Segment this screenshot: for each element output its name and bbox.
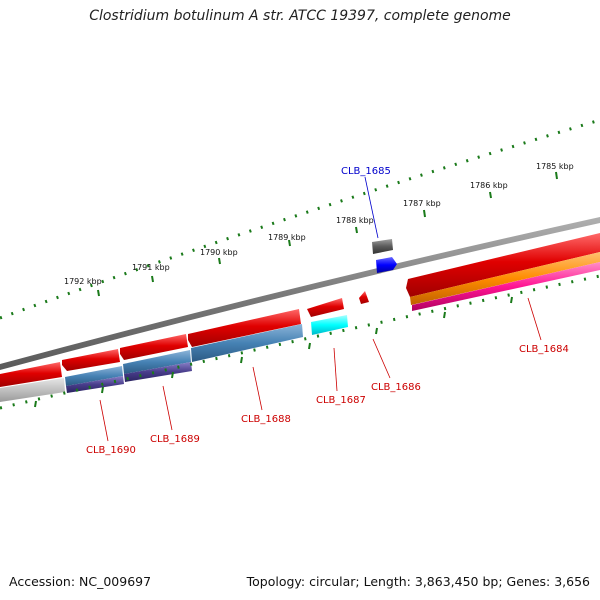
leader-lines xyxy=(99,176,542,442)
gene-clb-1685-gray[interactable] xyxy=(372,239,393,254)
gene-label-clb-1684[interactable]: CLB_1684 xyxy=(519,344,569,355)
gene-clb-1687-cyan[interactable] xyxy=(311,315,348,335)
inner-major-ticks xyxy=(34,296,513,408)
kbp-label: 1791 kbp xyxy=(132,263,170,272)
kbp-label: 1787 kbp xyxy=(403,199,441,208)
gene-label-clb-1685[interactable]: CLB_1685 xyxy=(341,166,391,177)
kbp-label: 1786 kbp xyxy=(470,181,508,190)
gene-clb-1687[interactable] xyxy=(307,298,344,317)
gene-clb-1689[interactable] xyxy=(120,334,188,360)
gene-label-clb-1686[interactable]: CLB_1686 xyxy=(371,382,421,393)
kbp-label: 1788 kbp xyxy=(336,216,374,225)
gene-label-clb-1687[interactable]: CLB_1687 xyxy=(316,395,366,406)
gene-label-clb-1688[interactable]: CLB_1688 xyxy=(241,414,291,425)
kbp-label: 1792 kbp xyxy=(64,277,102,286)
gene-clb-1684-pink[interactable] xyxy=(412,262,600,311)
gene-clb-1690[interactable] xyxy=(62,349,120,371)
accession-text: Accession: NC_009697 xyxy=(9,574,152,589)
gene-left-edge[interactable] xyxy=(0,362,62,387)
gene-clb-1689-steelblue[interactable] xyxy=(123,350,191,374)
gene-clb-1690-steelblue[interactable] xyxy=(65,366,123,386)
gene-clb-1684-orange[interactable] xyxy=(410,252,600,305)
gene-clb-1685-blue[interactable] xyxy=(376,257,397,273)
map-title: Clostridium botulinum A str. ATCC 19397,… xyxy=(89,8,511,24)
kbp-label: 1790 kbp xyxy=(200,248,238,257)
gene-clb-1684[interactable] xyxy=(406,233,600,297)
outer-major-ticks xyxy=(97,171,558,297)
gene-label-clb-1689[interactable]: CLB_1689 xyxy=(150,434,200,445)
gene-label-clb-1690[interactable]: CLB_1690 xyxy=(86,445,136,456)
gene-clb-1688-steelblue[interactable] xyxy=(191,324,303,362)
gene-clb-1686[interactable] xyxy=(359,291,369,304)
kbp-label: 1789 kbp xyxy=(268,233,306,242)
genome-backbone xyxy=(0,217,600,370)
kbp-label: 1785 kbp xyxy=(536,162,574,171)
genome-summary-text: Topology: circular; Length: 3,863,450 bp… xyxy=(246,574,590,589)
gene-clb-1688[interactable] xyxy=(188,309,301,347)
gene-left-edge-silver[interactable] xyxy=(0,378,65,402)
gene-clb-1690-slate[interactable] xyxy=(66,376,124,393)
